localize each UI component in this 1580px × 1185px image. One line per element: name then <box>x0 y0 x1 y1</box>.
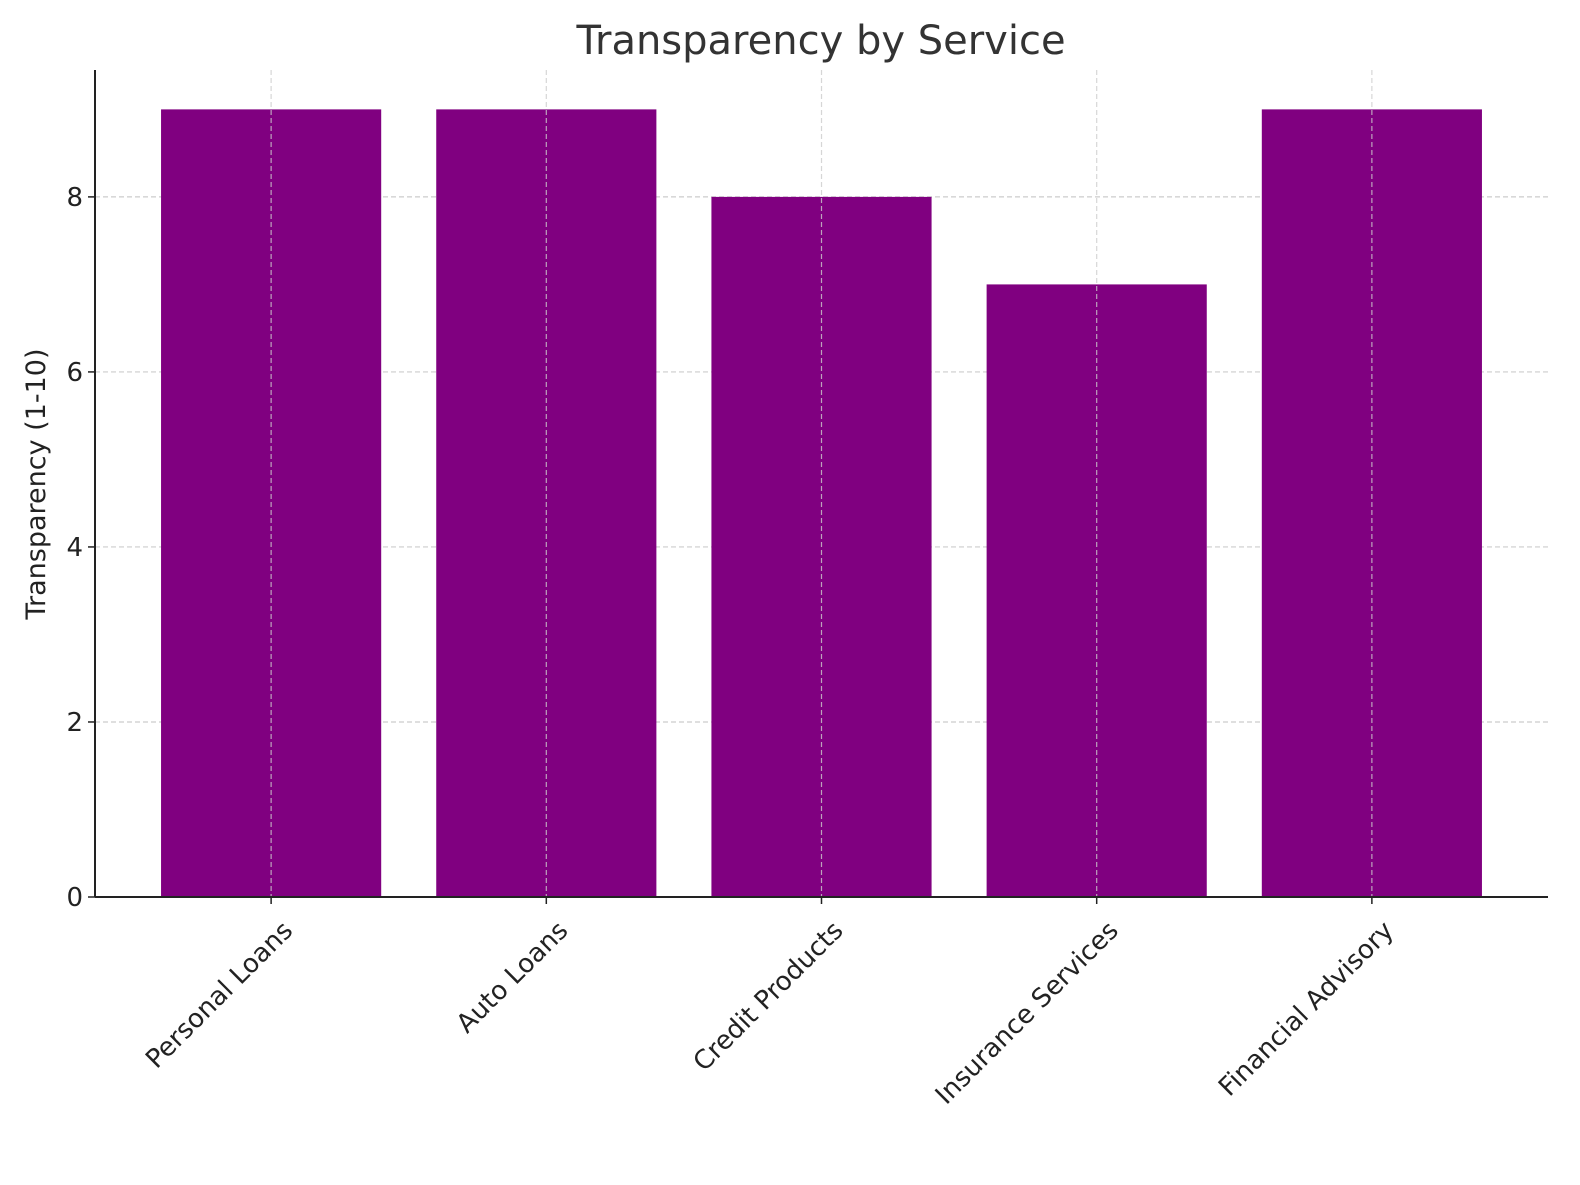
y-tick-label: 8 <box>66 183 83 213</box>
x-grid <box>270 70 1373 897</box>
x-tick-label: Financial Advisory <box>1213 916 1400 1103</box>
y-tick-label: 2 <box>66 708 83 738</box>
x-tick-label: Personal Loans <box>140 916 299 1075</box>
y-axis-label: Transparency (1-10) <box>21 348 52 620</box>
y-tick-label: 4 <box>66 533 83 563</box>
x-tick-label: Credit Products <box>688 916 850 1078</box>
chart-title: Transparency by Service <box>575 18 1065 64</box>
y-tick-label: 6 <box>66 358 83 388</box>
y-tick-label: 0 <box>66 883 83 913</box>
x-tick-label: Auto Loans <box>451 916 574 1039</box>
x-tick-label: Insurance Services <box>930 916 1125 1111</box>
